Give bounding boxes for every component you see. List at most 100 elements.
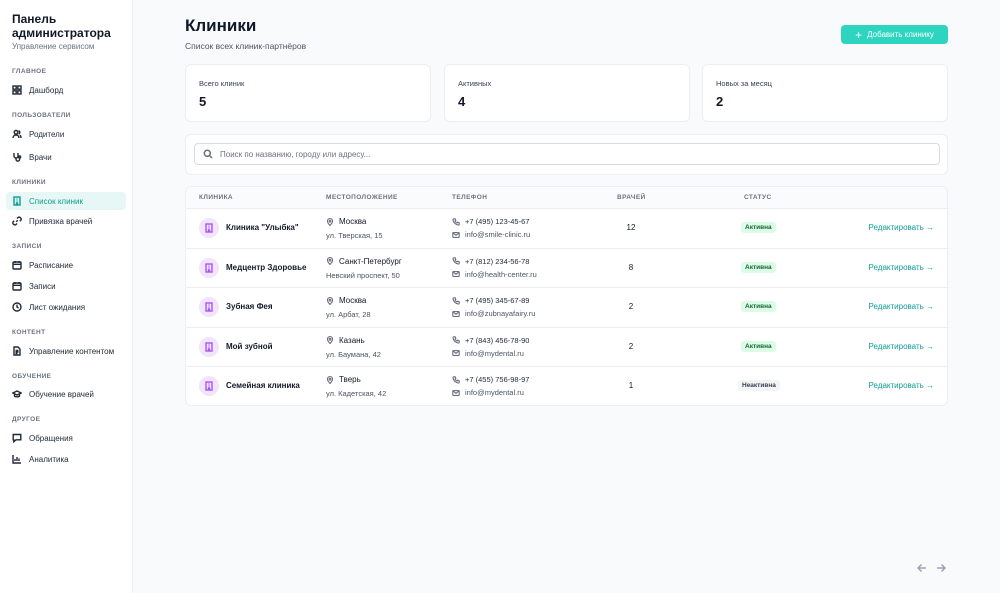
sidebar-item-schedule[interactable]: Расписание	[6, 256, 126, 274]
mail-icon	[452, 349, 465, 357]
sidebar-item-label: Записи	[29, 281, 56, 291]
plus-icon: +	[855, 27, 863, 42]
sidebar-item-doctor-training[interactable]: Обучение врачей	[6, 385, 126, 403]
clinic-phone: +7 (812) 234-56-78	[452, 257, 529, 266]
prev-page-button[interactable]	[915, 561, 929, 575]
sidebar: Панель администратора Управление сервисо…	[0, 0, 133, 593]
sidebar-item-waitlist[interactable]: Лист ожидания	[6, 298, 126, 316]
next-page-button[interactable]	[934, 561, 948, 575]
email-text: info@health-center.ru	[465, 269, 537, 279]
email-text: info@zubnayafairy.ru	[465, 309, 536, 318]
edit-clinic-link[interactable]: Редактировать →	[868, 381, 934, 390]
sidebar-item-doctor-binding[interactable]: Привязка врачей	[6, 212, 126, 230]
sidebar-item-label: Врачи	[29, 152, 52, 162]
sidebar-item-label: Управление контентом	[29, 346, 115, 356]
graduation-cap-icon	[12, 389, 22, 399]
calendar-icon	[12, 281, 22, 291]
th-location: МЕСТОПОЛОЖЕНИЕ	[326, 194, 398, 201]
doctors-count: 8	[628, 262, 634, 272]
sidebar-item-label: Родители	[29, 129, 65, 139]
clinic-address: ул. Кадетская, 42	[326, 389, 387, 398]
clinic-email: info@smile-clinic.ru	[452, 230, 530, 239]
stat-value: 4	[458, 94, 466, 109]
status-badge: Неактивна	[738, 380, 780, 391]
stat-value: 5	[199, 94, 207, 109]
sidebar-item-label: Лист ожидания	[29, 302, 86, 312]
section-training: ОБУЧЕНИЕ	[12, 373, 52, 380]
stat-card-active: Активных 4	[444, 64, 690, 122]
search-card	[185, 134, 948, 175]
stat-card-new: Новых за месяц 2	[702, 64, 948, 122]
sidebar-item-records[interactable]: Записи	[6, 277, 126, 295]
users-icon	[12, 129, 22, 139]
add-clinic-button[interactable]: + Добавить клинику	[841, 25, 948, 44]
table-header: КЛИНИКА МЕСТОПОЛОЖЕНИЕ ТЕЛЕФОН ВРАЧЕЙ СТ…	[186, 187, 947, 209]
clinic-city: Москва	[326, 296, 366, 305]
phone-text: +7 (843) 456-78-90	[465, 335, 530, 345]
sidebar-item-content-mgmt[interactable]: Управление контентом	[6, 342, 126, 360]
sidebar-item-dashboard[interactable]: Дашборд	[6, 81, 126, 99]
building-icon	[199, 376, 219, 396]
clinic-email: info@health-center.ru	[452, 270, 537, 279]
status-badge: Активна	[741, 340, 776, 352]
clinic-city: Санкт-Петербург	[326, 257, 402, 266]
edit-clinic-link[interactable]: Редактировать →	[868, 223, 934, 232]
arrow-left-icon	[917, 563, 926, 573]
email-text: info@smile-clinic.ru	[465, 230, 531, 239]
email-text: info@mydental.ru	[465, 348, 524, 358]
stat-card-total: Всего клиник 5	[185, 64, 431, 122]
sidebar-title: Панель администратора	[12, 12, 111, 40]
status-badge: Активна	[741, 301, 776, 312]
building-icon	[199, 297, 219, 317]
edit-clinic-link[interactable]: Редактировать →	[868, 341, 934, 351]
city-text: Тверь	[339, 375, 361, 384]
phone-icon	[452, 217, 465, 226]
sidebar-item-analytics[interactable]: Аналитика	[6, 450, 126, 468]
main-content: Клиники Список всех клиник-партнёров + Д…	[134, 0, 1000, 593]
table-row: Мой зубной Казань ул. Баумана, 42 +7 (843) …	[186, 328, 947, 367]
clinic-phone: +7 (495) 123-45-67	[452, 217, 529, 226]
sidebar-item-doctors[interactable]: Врачи	[6, 148, 126, 166]
city-text: Москва	[339, 217, 367, 226]
section-content: КОНТЕНТ	[12, 329, 46, 336]
building-icon	[199, 336, 219, 357]
status-badge: Активна	[741, 222, 776, 233]
search-input[interactable]	[220, 149, 900, 159]
clinic-city: Москва	[326, 217, 366, 226]
doctors-count: 1	[628, 381, 634, 390]
arrow-right-icon	[937, 563, 946, 573]
search-icon	[203, 149, 213, 159]
building-icon	[199, 218, 219, 238]
clinic-phone: +7 (455) 756-98-97	[452, 375, 529, 384]
table-row: Зубная Фея Москва ул. Арбат, 28 +7 (495) 34…	[186, 288, 947, 328]
building-icon	[12, 196, 22, 206]
search-box[interactable]	[194, 143, 940, 165]
phone-text: +7 (812) 234-56-78	[465, 256, 530, 266]
sidebar-item-requests[interactable]: Обращения	[6, 429, 126, 447]
edit-clinic-link[interactable]: Редактировать →	[868, 302, 934, 311]
clinic-email: info@mydental.ru	[452, 349, 524, 358]
sidebar-subtitle: Управление сервисом	[12, 42, 95, 51]
section-other: ДРУГОЕ	[12, 416, 41, 423]
stethoscope-icon	[12, 152, 22, 162]
stat-label: Новых за месяц	[716, 79, 772, 88]
map-pin-icon	[326, 296, 339, 305]
chat-icon	[12, 433, 22, 443]
clinics-table: КЛИНИКА МЕСТОПОЛОЖЕНИЕ ТЕЛЕФОН ВРАЧЕЙ СТ…	[185, 186, 948, 406]
sidebar-item-parents[interactable]: Родители	[6, 125, 126, 143]
phone-icon	[452, 375, 465, 384]
edit-clinic-link[interactable]: Редактировать →	[868, 262, 934, 272]
th-phone: ТЕЛЕФОН	[452, 194, 488, 201]
sidebar-item-label: Расписание	[29, 260, 74, 270]
mail-icon	[452, 310, 465, 318]
th-clinic: КЛИНИКА	[199, 194, 234, 201]
mail-icon	[452, 270, 465, 278]
page-title: Клиники	[185, 16, 257, 35]
city-text: Казань	[339, 335, 365, 345]
section-records: ЗАПИСИ	[12, 243, 42, 250]
sidebar-item-label: Обращения	[29, 433, 73, 443]
stat-value: 2	[716, 94, 724, 109]
doctors-count: 2	[628, 302, 634, 311]
sidebar-item-label: Привязка врачей	[29, 216, 93, 226]
sidebar-item-clinic-list[interactable]: Список клиник	[6, 192, 126, 210]
